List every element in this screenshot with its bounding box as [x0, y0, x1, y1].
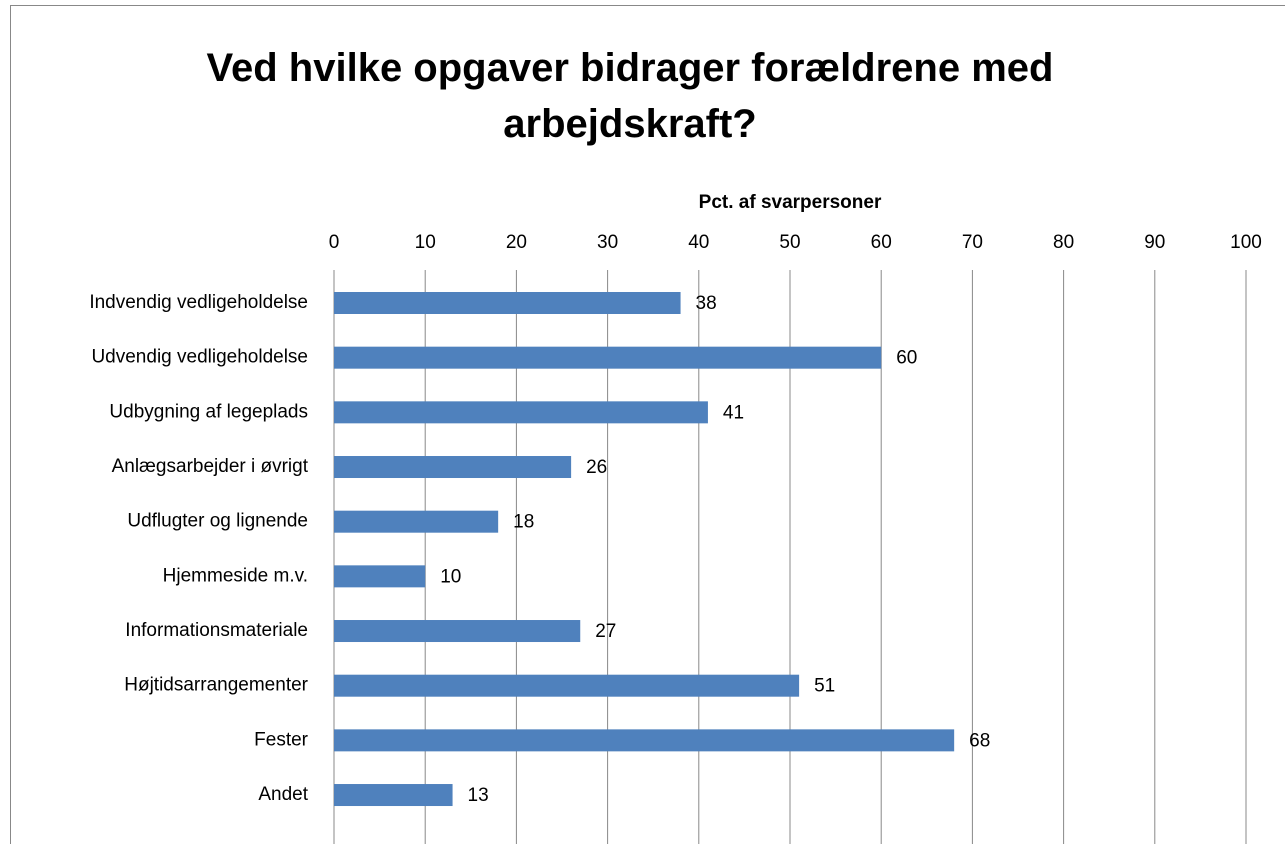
chart-border	[10, 5, 1285, 844]
y-tick-label: Højtidsarrangementer	[124, 675, 308, 696]
value-label: 10	[440, 566, 461, 587]
bar	[334, 510, 499, 533]
x-tick-label: 30	[597, 232, 618, 253]
y-tick-label: Fester	[254, 729, 309, 750]
value-label: 26	[586, 457, 607, 478]
y-tick-label: Informationsmateriale	[125, 620, 308, 641]
bar	[334, 565, 426, 588]
x-tick-label: 100	[1230, 232, 1262, 253]
x-tick-label: 80	[1053, 232, 1074, 253]
y-tick-label: Udflugter og lignende	[127, 511, 308, 532]
bar	[334, 784, 453, 807]
bar	[334, 729, 955, 752]
value-label: 51	[814, 676, 835, 697]
value-label: 60	[896, 348, 917, 369]
x-tick-label: 60	[871, 232, 892, 253]
x-tick-label: 90	[1144, 232, 1165, 253]
y-tick-label: Indvendig vedligeholdelse	[89, 292, 308, 313]
bar	[334, 674, 800, 697]
y-tick-label: Udvendig vedligeholdelse	[91, 347, 308, 368]
y-tick-label: Anlægsarbejder i øvrigt	[112, 456, 309, 477]
value-label: 38	[696, 293, 717, 314]
x-tick-label: 40	[688, 232, 709, 253]
bar	[334, 401, 708, 424]
y-tick-label: Hjemmeside m.v.	[163, 565, 308, 586]
y-tick-label: Udbygning af legeplads	[109, 401, 308, 422]
x-tick-label: 70	[962, 232, 983, 253]
y-tick-label: Andet	[258, 784, 308, 805]
x-tick-label: 20	[506, 232, 527, 253]
x-tick-label: 10	[415, 232, 436, 253]
value-label: 18	[513, 512, 534, 533]
x-tick-label: 0	[329, 232, 340, 253]
value-label: 68	[969, 730, 990, 751]
bar	[334, 620, 581, 643]
value-label: 13	[468, 785, 489, 806]
bar	[334, 346, 882, 369]
bar	[334, 456, 572, 479]
x-tick-label: 50	[779, 232, 800, 253]
chart-title: Ved hvilke opgaver bidrager forældrene m…	[206, 46, 1054, 146]
x-axis-label: Pct. af svarpersoner	[699, 192, 882, 213]
bar	[334, 292, 681, 314]
value-label: 41	[723, 402, 744, 423]
value-label: 27	[595, 621, 616, 642]
